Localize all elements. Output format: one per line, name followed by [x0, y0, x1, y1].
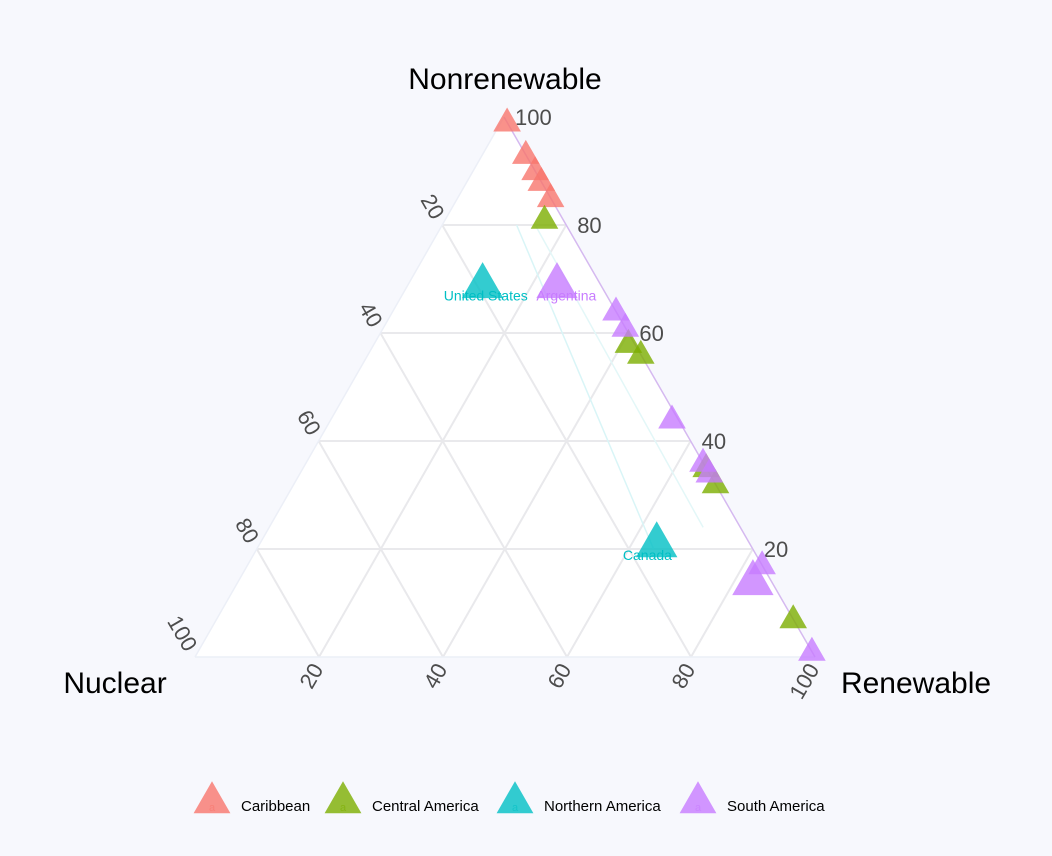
- tick-label-nonrenewable: 60: [639, 321, 663, 346]
- legend-key-glyph: a: [340, 802, 347, 814]
- legend-key: [496, 781, 534, 814]
- legend: a Caribbean a Central America a Northern Amer…: [193, 781, 825, 815]
- gridline-renewable: [442, 332, 630, 658]
- data-point: [627, 339, 655, 364]
- data-point: [602, 296, 630, 321]
- tick-label-nuclear: 60: [292, 406, 326, 440]
- guide-line: [515, 224, 655, 550]
- data-point: [614, 328, 643, 353]
- data-point: [536, 262, 578, 299]
- data-point: [732, 559, 774, 596]
- legend-key-glyph: a: [512, 802, 519, 814]
- gridline-renewable: [566, 440, 692, 658]
- point-label: Canada: [623, 547, 672, 563]
- plot-area: [195, 117, 815, 657]
- point-labels: United States Argentina Canada: [444, 288, 672, 563]
- legend-item: a Central America: [324, 781, 479, 815]
- tick-label-nuclear: 100: [162, 611, 202, 655]
- data-point: [512, 139, 540, 164]
- data-point: [695, 458, 724, 483]
- data-point: [779, 604, 807, 629]
- left-edge: [194, 116, 505, 658]
- tick-label-nuclear: 20: [416, 190, 450, 224]
- legend-label: Northern America: [544, 798, 661, 815]
- data-point: [493, 107, 521, 132]
- data-point: [536, 183, 565, 208]
- top-axis-title: Nonrenewable: [408, 63, 601, 96]
- gridline-renewable: [690, 548, 754, 658]
- right-axis-title: Renewable: [841, 667, 991, 700]
- data-point: [530, 204, 559, 229]
- tick-label-renewable: 20: [294, 659, 328, 693]
- tick-label-nonrenewable: 40: [702, 429, 726, 454]
- legend-key-glyph: a: [209, 802, 216, 814]
- gridline-nuclear: [255, 548, 320, 658]
- point-label: United States: [444, 288, 528, 304]
- gridline-nuclear: [379, 332, 568, 658]
- data-point: [611, 312, 640, 337]
- data-point: [527, 166, 556, 191]
- legend-item: a Northern America: [496, 781, 661, 815]
- tick-label-renewable: 100: [784, 659, 824, 703]
- ternary-grid: [195, 117, 815, 658]
- legend-key: [679, 781, 717, 814]
- tick-label-renewable: 60: [542, 659, 576, 693]
- tick-label-nonrenewable: 80: [577, 213, 601, 238]
- left-axis-title: Nuclear: [63, 667, 166, 700]
- legend-key: [193, 781, 231, 814]
- tick-label-renewable: 80: [666, 659, 700, 693]
- legend-label: Central America: [372, 798, 479, 815]
- legend-label: South America: [727, 798, 825, 815]
- legend-key: [324, 781, 362, 814]
- legend-label: Caribbean: [241, 798, 310, 815]
- tick-label-nuclear: 40: [354, 298, 388, 332]
- tick-label-renewable: 40: [418, 659, 452, 693]
- gridline-nuclear: [317, 440, 444, 658]
- point-label: Argentina: [536, 288, 596, 304]
- data-point: [461, 262, 504, 299]
- data-points: [461, 107, 826, 661]
- tick-label-nuclear: 80: [230, 514, 264, 548]
- tick-label-nonrenewable: 20: [764, 537, 788, 562]
- data-point: [636, 521, 678, 558]
- legend-item: a South America: [679, 781, 825, 815]
- data-point: [658, 404, 686, 429]
- data-point: [798, 636, 826, 661]
- legend-item: a Caribbean: [193, 781, 310, 815]
- tick-label-nonrenewable: 100: [515, 105, 552, 130]
- legend-key-glyph: a: [695, 802, 702, 814]
